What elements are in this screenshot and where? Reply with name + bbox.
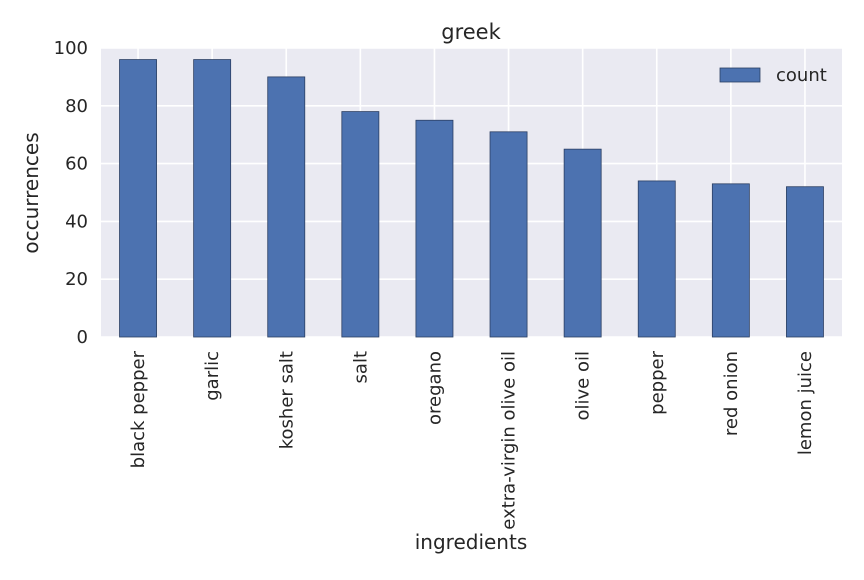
bar bbox=[711, 183, 750, 338]
x-tick-label: kosher salt bbox=[276, 351, 297, 449]
y-tick-label: 100 bbox=[54, 38, 88, 59]
x-axis-label: ingredients bbox=[415, 530, 528, 554]
x-tick-label: olive oil bbox=[573, 351, 594, 420]
y-tick-label: 40 bbox=[65, 211, 88, 232]
x-tick-label: lemon juice bbox=[795, 351, 816, 455]
x-tick-label: extra-virgin olive oil bbox=[499, 351, 520, 530]
bar bbox=[637, 180, 676, 338]
chart-title: greek bbox=[441, 20, 501, 44]
x-axis-ticks: black pepper garlic kosher salt salt oregano… bbox=[128, 350, 816, 529]
x-tick-label: oregano bbox=[424, 351, 445, 425]
bar bbox=[489, 131, 528, 338]
bar bbox=[341, 111, 380, 338]
y-tick-label: 80 bbox=[65, 96, 88, 117]
x-tick-label: black pepper bbox=[128, 350, 149, 468]
bar bbox=[119, 59, 157, 338]
legend-label: count bbox=[776, 65, 827, 86]
x-tick-label: pepper bbox=[647, 350, 668, 414]
bar bbox=[415, 119, 454, 338]
legend-swatch bbox=[719, 67, 761, 83]
x-tick-label: red onion bbox=[721, 351, 742, 436]
bar bbox=[267, 76, 306, 338]
y-axis-ticks: 0 20 40 60 80 100 bbox=[54, 38, 88, 348]
y-tick-label: 20 bbox=[65, 269, 88, 290]
x-tick-label: garlic bbox=[202, 351, 223, 401]
bar bbox=[786, 186, 824, 338]
bar bbox=[563, 148, 602, 338]
y-axis-label: occurrences bbox=[19, 132, 43, 253]
bars bbox=[119, 59, 824, 338]
bar bbox=[193, 59, 232, 338]
legend: count bbox=[719, 65, 827, 86]
y-tick-label: 0 bbox=[77, 327, 88, 348]
y-tick-label: 60 bbox=[65, 154, 88, 175]
x-tick-label: salt bbox=[350, 351, 371, 383]
